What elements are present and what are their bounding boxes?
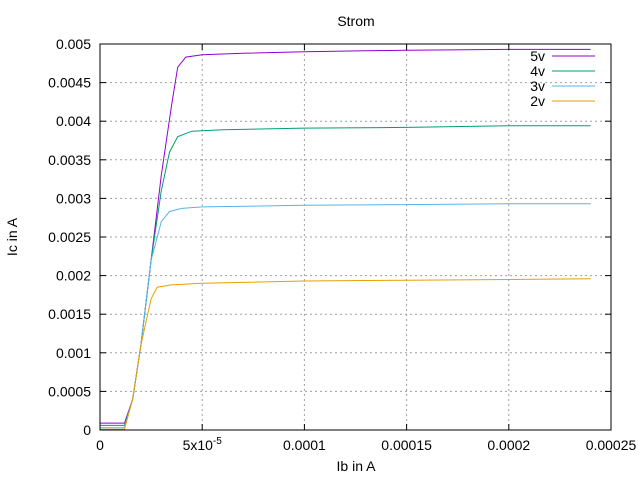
y-axis-label: Ic in A bbox=[4, 217, 20, 256]
y-tick-label: 0.0015 bbox=[48, 306, 91, 322]
chart-title: Strom bbox=[337, 13, 374, 29]
legend-label-5v: 5v bbox=[530, 48, 545, 64]
grid bbox=[100, 44, 611, 430]
axis-ticks bbox=[99, 43, 612, 431]
y-tick-label: 0.0035 bbox=[48, 152, 91, 168]
y-tick-label: 0.0025 bbox=[48, 229, 91, 245]
x-tick-label: 0.00015 bbox=[381, 437, 432, 453]
y-tick-label: 0.003 bbox=[56, 190, 91, 206]
y-tick-label: 0.001 bbox=[56, 345, 91, 361]
series-line-2v bbox=[100, 278, 591, 430]
x-tick-label: 5x10-5 bbox=[183, 436, 223, 453]
y-tick-label: 0 bbox=[83, 422, 91, 438]
y-tick-label: 0.005 bbox=[56, 36, 91, 52]
series-lines bbox=[100, 48, 591, 430]
legend-label-3v: 3v bbox=[530, 78, 545, 94]
x-tick-label: 0 bbox=[96, 437, 104, 453]
legend-label-4v: 4v bbox=[530, 63, 545, 79]
x-axis-label: Ib in A bbox=[337, 458, 377, 474]
x-tick-label: 0.00025 bbox=[586, 437, 637, 453]
tick-labels: 0 0.0005 0.001 0.0015 0.002 0.0025 0.003 0.0035… bbox=[48, 36, 636, 453]
y-tick-label: 0.004 bbox=[56, 113, 91, 129]
y-tick-label: 0.0005 bbox=[48, 383, 91, 399]
legend-label-2v: 2v bbox=[530, 93, 545, 109]
y-tick-label: 0.002 bbox=[56, 268, 91, 284]
y-tick-label: 0.0045 bbox=[48, 75, 91, 91]
x-tick-label: 0.0001 bbox=[283, 437, 326, 453]
x-tick-label: 0.0002 bbox=[487, 437, 530, 453]
series-line-5v bbox=[100, 48, 591, 424]
